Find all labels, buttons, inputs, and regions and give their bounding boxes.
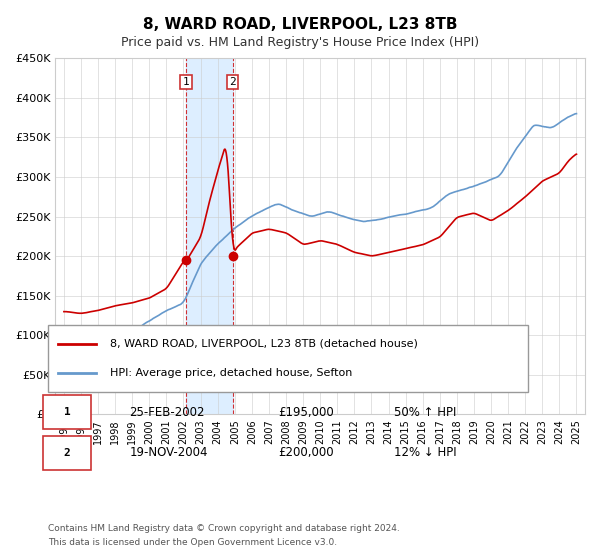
Text: 2: 2 [230,77,236,87]
Text: This data is licensed under the Open Government Licence v3.0.: This data is licensed under the Open Gov… [48,538,337,547]
Text: £200,000: £200,000 [278,446,334,459]
Text: HPI: Average price, detached house, Sefton: HPI: Average price, detached house, Seft… [110,368,353,378]
Text: Contains HM Land Registry data © Crown copyright and database right 2024.: Contains HM Land Registry data © Crown c… [48,524,400,533]
FancyBboxPatch shape [43,436,91,470]
Text: 25-FEB-2002: 25-FEB-2002 [130,406,205,419]
Text: 50% ↑ HPI: 50% ↑ HPI [394,406,456,419]
Text: 8, WARD ROAD, LIVERPOOL, L23 8TB (detached house): 8, WARD ROAD, LIVERPOOL, L23 8TB (detach… [110,339,418,349]
Text: 12% ↓ HPI: 12% ↓ HPI [394,446,456,459]
FancyBboxPatch shape [48,325,528,392]
Text: Price paid vs. HM Land Registry's House Price Index (HPI): Price paid vs. HM Land Registry's House … [121,36,479,49]
FancyBboxPatch shape [43,395,91,430]
Text: 2: 2 [64,448,71,458]
Text: 8, WARD ROAD, LIVERPOOL, L23 8TB: 8, WARD ROAD, LIVERPOOL, L23 8TB [143,17,457,32]
Text: £195,000: £195,000 [278,406,334,419]
Text: 1: 1 [64,407,71,417]
Text: 19-NOV-2004: 19-NOV-2004 [130,446,208,459]
Bar [186,58,233,414]
Text: 1: 1 [182,77,190,87]
